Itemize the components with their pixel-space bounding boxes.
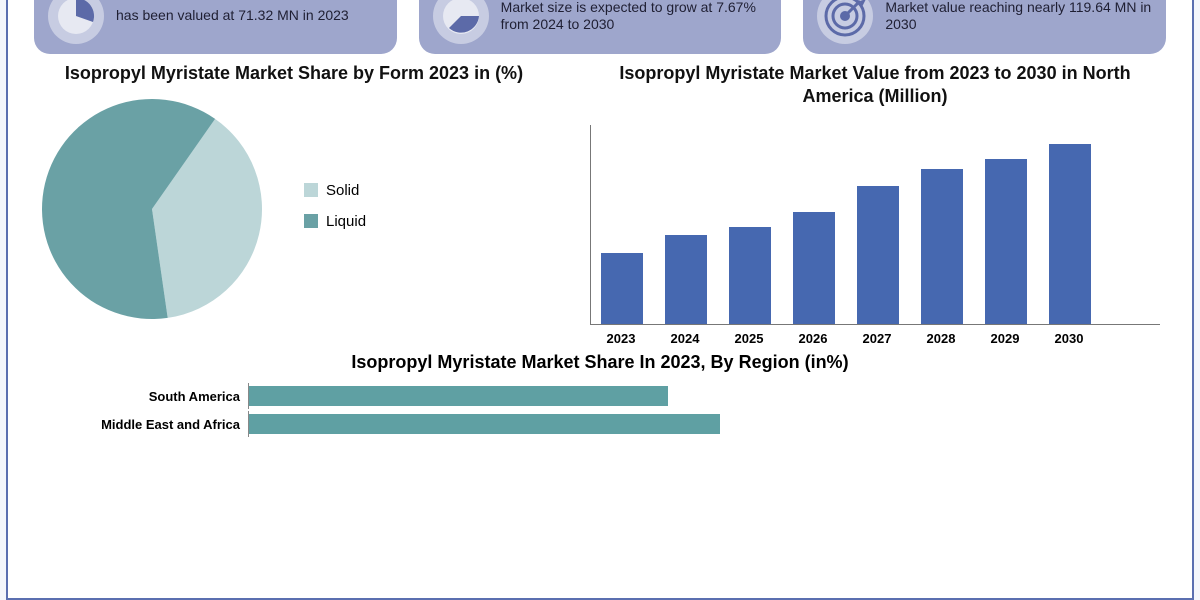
x-tick-label: 2029 [984, 331, 1026, 346]
stat-card-text: Market size is expected to grow at 7.67%… [501, 0, 768, 34]
legend-item-solid: Solid [304, 182, 366, 199]
hbar-row: Middle East and Africa [78, 411, 1122, 437]
pie-icon [48, 0, 104, 44]
stat-card-row: has been valued at 71.32 MN in 2023 Mark… [8, 0, 1192, 54]
legend-item-liquid: Liquid [304, 213, 366, 230]
bar [1049, 144, 1091, 324]
legend-swatch [304, 183, 318, 197]
bar [921, 169, 963, 324]
bar [665, 235, 707, 324]
hbar-label: South America [78, 389, 248, 404]
stat-card-valuation: has been valued at 71.32 MN in 2023 [34, 0, 397, 54]
target-icon [817, 0, 873, 44]
stat-card-growth: Market size is expected to grow at 7.67%… [419, 0, 782, 54]
bar-chart-title: Isopropyl Myristate Market Value from 20… [584, 62, 1166, 107]
pie-chart-title: Isopropyl Myristate Market Share by Form… [34, 62, 554, 85]
x-tick-label: 2023 [600, 331, 642, 346]
region-chart-panel: Isopropyl Myristate Market Share In 2023… [8, 346, 1192, 437]
hbar [249, 414, 720, 434]
x-tick-label: 2027 [856, 331, 898, 346]
stat-card-text: Market value reaching nearly 119.64 MN i… [885, 0, 1152, 34]
bar-chart-panel: Isopropyl Myristate Market Value from 20… [554, 62, 1166, 346]
x-tick-label: 2024 [664, 331, 706, 346]
legend-label: Liquid [326, 213, 366, 230]
hbar-row: South America [78, 383, 1122, 409]
growth-icon [433, 0, 489, 44]
bar [793, 212, 835, 324]
middle-row: Isopropyl Myristate Market Share by Form… [8, 54, 1192, 346]
legend-label: Solid [326, 182, 359, 199]
bar-chart: 2023 2024 2025 2026 2027 2028 2029 2030 [584, 113, 1166, 346]
bar [857, 186, 899, 324]
stat-card-target: Market value reaching nearly 119.64 MN i… [803, 0, 1166, 54]
bar [729, 227, 771, 324]
bar [985, 159, 1027, 324]
bar [601, 253, 643, 324]
hbar-label: Middle East and Africa [78, 417, 248, 432]
pie-chart [34, 91, 274, 321]
pie-chart-panel: Isopropyl Myristate Market Share by Form… [34, 62, 554, 346]
hbar-track [248, 383, 1122, 409]
stat-card-text: has been valued at 71.32 MN in 2023 [116, 7, 349, 25]
legend-swatch [304, 214, 318, 228]
x-tick-label: 2026 [792, 331, 834, 346]
hbar-track [248, 411, 1122, 437]
infographic-frame: has been valued at 71.32 MN in 2023 Mark… [6, 0, 1194, 600]
pie-legend: Solid Liquid [304, 168, 366, 244]
hbar [249, 386, 668, 406]
region-chart-title: Isopropyl Myristate Market Share In 2023… [78, 352, 1122, 373]
x-tick-label: 2025 [728, 331, 770, 346]
x-tick-label: 2028 [920, 331, 962, 346]
x-tick-label: 2030 [1048, 331, 1090, 346]
